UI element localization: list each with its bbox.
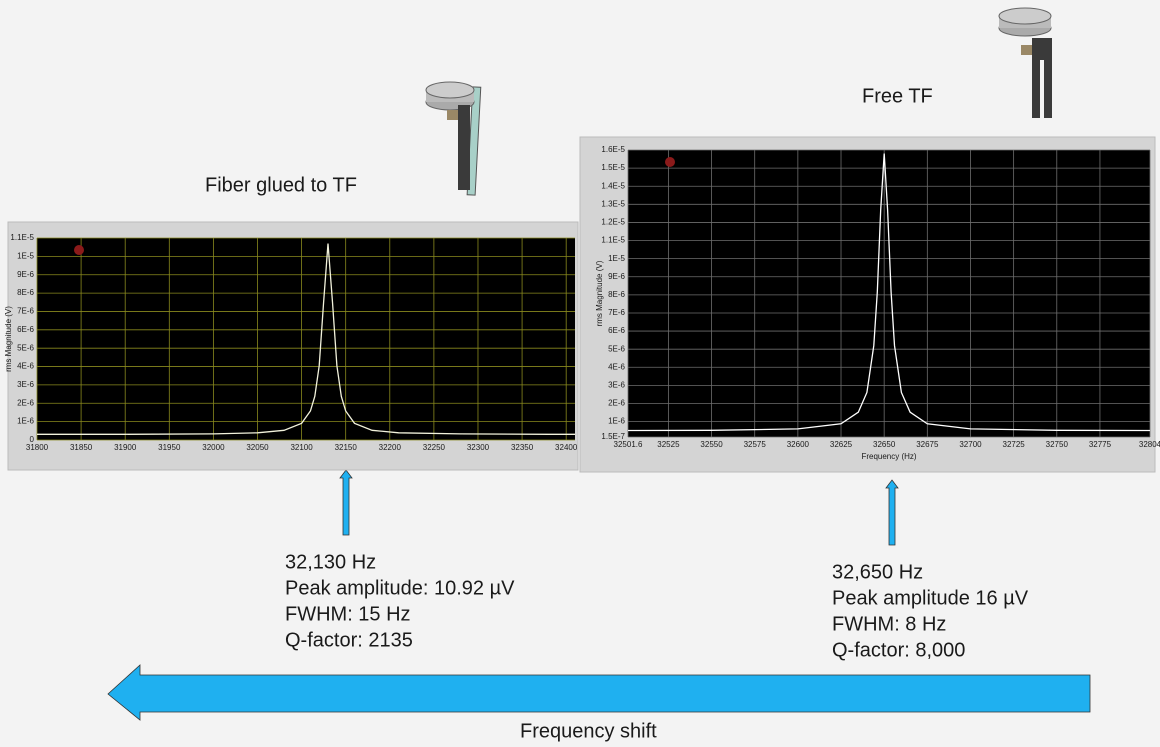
pointer-arrow [885,479,899,546]
x-tick-label: 31800 [26,443,49,452]
x-tick-label: 32575 [744,440,767,449]
x-tick-label: 32050 [246,443,269,452]
annotation: Peak amplitude: 10.92 µV [285,577,515,599]
x-tick-label: 32550 [700,440,723,449]
tuning-fork-icon [998,7,1052,118]
x-tick-label: 32250 [423,443,446,452]
x-tick-label: 31900 [114,443,137,452]
y-tick-label: 2E-6 [608,399,625,408]
x-tick-label: 31950 [158,443,181,452]
x-tick-label: 32700 [959,440,982,449]
y-tick-label: 7E-6 [17,307,34,316]
legend-marker [74,245,84,255]
annotation: Q-factor: 8,000 [832,639,965,661]
y-tick-label: 3E-6 [17,380,34,389]
y-tick-label: 5E-6 [608,344,625,353]
y-tick-label: 1E-5 [608,254,625,263]
pointer-arrow [339,469,353,536]
chart-title: Fiber glued to TF [205,174,357,196]
annotation: Peak amplitude 16 µV [832,587,1029,609]
x-tick-label: 32300 [467,443,490,452]
annotation: FWHM: 15 Hz [285,603,411,625]
y-tick-label: 2E-6 [17,398,34,407]
x-tick-label: 32775 [1089,440,1112,449]
y-tick-label: 8E-6 [608,290,625,299]
y-tick-label: 1E-6 [17,417,34,426]
y-tick-label: 6E-6 [17,325,34,334]
y-tick-label: 1.1E-5 [601,236,625,245]
y-tick-label: 1.1E-5 [10,233,34,242]
x-tick-label: 32650 [873,440,896,449]
x-tick-label: 32100 [290,443,313,452]
x-tick-label: 32350 [511,443,534,452]
legend-marker [665,157,675,167]
y-tick-label: 1.4E-5 [601,181,625,190]
data-line [627,153,1151,432]
x-tick-label: 32501.6 [614,440,643,449]
y-tick-label: 3E-6 [608,381,625,390]
annotation: FWHM: 8 Hz [832,613,946,635]
y-tick-label: 1E-5 [17,251,34,260]
y-tick-label: 6E-6 [608,326,625,335]
x-tick-label: 32600 [787,440,810,449]
y-axis-label: rms Magnitude (V) [595,260,604,326]
annotation: 32,130 Hz [285,551,376,573]
caption: Frequency shift [520,720,657,742]
x-tick-label: 32400 [555,443,578,452]
y-tick-label: 1.3E-5 [601,199,625,208]
y-tick-label: 8E-6 [17,288,34,297]
x-tick-label: 32675 [916,440,939,449]
y-tick-label: 1.5E-7 [601,432,625,441]
y-tick-label: 0 [30,435,35,444]
x-tick-label: 32000 [202,443,225,452]
y-tick-label: 4E-6 [17,362,34,371]
plot-area [37,238,575,440]
y-axis-label: rms Magnitude (V) [4,306,13,372]
x-tick-label: 32200 [379,443,402,452]
x-tick-label: 32804 [1139,440,1160,449]
plot-area [628,150,1150,437]
annotation: 32,650 Hz [832,561,923,583]
x-tick-label: 32150 [335,443,358,452]
y-tick-label: 1.5E-5 [601,163,625,172]
data-line [37,243,575,435]
y-tick-label: 9E-6 [608,272,625,281]
x-tick-label: 32525 [657,440,680,449]
tuning-fork-icon [425,81,482,196]
y-tick-label: 9E-6 [17,270,34,279]
x-axis-label: Frequency (Hz) [861,452,916,461]
x-tick-label: 32725 [1003,440,1026,449]
shift-arrow [107,664,1091,721]
chart-title: Free TF [862,85,933,107]
x-tick-label: 32750 [1046,440,1069,449]
y-tick-label: 1.2E-5 [601,218,625,227]
annotation: Q-factor: 2135 [285,629,413,651]
y-tick-label: 1E-6 [608,417,625,426]
y-tick-label: 5E-6 [17,343,34,352]
x-tick-label: 32625 [830,440,853,449]
x-tick-label: 31850 [70,443,93,452]
y-tick-label: 1.6E-5 [601,145,625,154]
y-tick-label: 4E-6 [608,362,625,371]
y-tick-label: 7E-6 [608,308,625,317]
